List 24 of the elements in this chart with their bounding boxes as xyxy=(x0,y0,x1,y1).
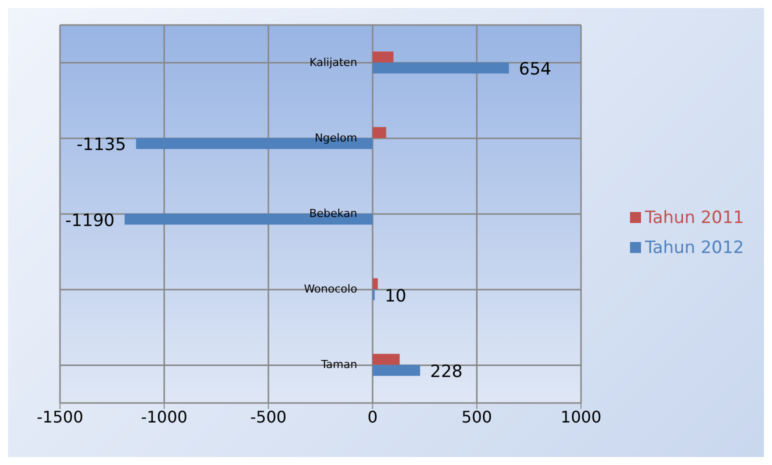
x-tick-label: -1000 xyxy=(140,407,188,426)
y-tick-label: Taman xyxy=(320,358,358,372)
bar xyxy=(372,278,378,290)
x-tick-label: -1500 xyxy=(36,407,84,426)
y-tick-label: Wonocolo xyxy=(304,282,358,296)
x-tick-label: 0 xyxy=(368,407,378,426)
data-label: 10 xyxy=(384,286,406,306)
x-tick-label: -500 xyxy=(250,407,287,426)
bar xyxy=(372,364,420,376)
y-tick-label: Kalijaten xyxy=(309,56,358,69)
x-tick-label: 1000 xyxy=(560,407,602,426)
bar xyxy=(372,127,386,138)
legend-label: Tahun 2012 xyxy=(645,238,744,258)
bar xyxy=(372,51,394,62)
data-label: 228 xyxy=(430,362,463,382)
y-tick-label: Bebekan xyxy=(309,207,358,220)
data-label: 654 xyxy=(518,60,552,80)
legend-label: Tahun 2011 xyxy=(645,208,744,228)
x-tick-label: 500 xyxy=(462,407,492,426)
bar xyxy=(372,354,400,365)
data-label: -1190 xyxy=(65,210,115,231)
data-label: -1135 xyxy=(76,135,126,156)
bar xyxy=(372,62,509,74)
y-tick-label: Ngelom xyxy=(314,131,358,144)
